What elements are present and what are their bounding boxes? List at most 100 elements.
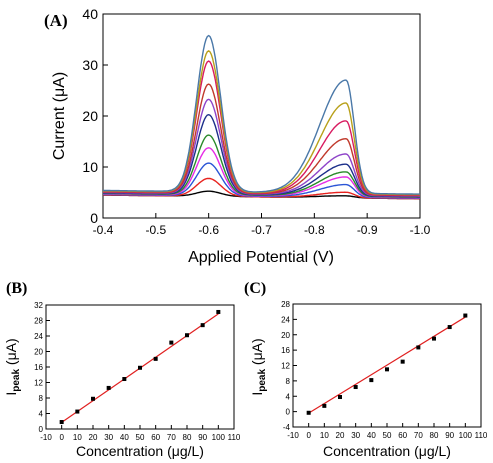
panel-c-data-point xyxy=(322,403,327,408)
panel-c: (C) -10 0 10 20 30 40 50 60 70 80 90 100 110 -4 0 4 8 12 1… xyxy=(244,280,488,459)
panel-b-y-axis-unit: (μA) xyxy=(3,338,19,369)
panel-c-x-axis-title: Concentration (μg/L) xyxy=(323,443,451,459)
panel-a-series-line-5 xyxy=(103,134,420,198)
panel-b-data-point xyxy=(106,385,111,390)
panel-c-content: -10 0 10 20 30 40 50 60 70 80 90 100 110 -4 0 4 8 12 16 20 2… xyxy=(281,300,488,440)
panel-a-x-tick-label: -1.0 xyxy=(410,223,431,237)
panel-c-x-tick-label: 60 xyxy=(398,431,407,440)
panel-a-x-tick-label: -0.4 xyxy=(93,223,114,237)
panel-a-y-tick-label: 30 xyxy=(82,57,98,73)
panel-c-x-tick-label: 40 xyxy=(367,431,376,440)
panel-c-x-tick-label: 110 xyxy=(475,431,488,440)
panel-b-x-tick-label: 20 xyxy=(89,433,98,442)
panel-c-data-point xyxy=(385,367,389,372)
panel-c-data-point xyxy=(306,410,311,415)
panel-b-x-tick-label: 90 xyxy=(198,433,207,442)
panel-c-data-point xyxy=(447,325,452,330)
panel-b-data-point xyxy=(200,323,205,328)
panel-c-y-axis-main: I xyxy=(249,392,265,396)
panel-b-data-point xyxy=(122,377,127,382)
panel-b-y-tick-label: 0 xyxy=(39,425,44,434)
panel-b-x-tick-label: 60 xyxy=(151,433,160,442)
panel-b: (B) -10 0 10 20 30 40 50 60 70 80 90 100 11004812162… xyxy=(3,280,241,459)
panel-c-y-tick-label: 0 xyxy=(286,408,291,417)
panel-b-x-tick-label: 50 xyxy=(136,433,145,442)
panel-a-x-tick-label: -0.7 xyxy=(251,223,272,237)
panel-a-y-axis-title: Current (μA) xyxy=(51,72,68,160)
panel-b-y-tick-label: 20 xyxy=(34,348,43,357)
panel-c-data-point xyxy=(416,345,421,350)
panel-c-x-tick-label: 50 xyxy=(383,431,392,440)
panel-b-content: -10 0 10 20 30 40 50 60 70 80 90 100 110048121620242… xyxy=(34,301,241,442)
panel-c-data-point xyxy=(432,336,436,341)
panel-c-label: (C) xyxy=(244,280,266,297)
panel-b-x-tick-label: 100 xyxy=(212,433,226,442)
panel-c-x-tick-label: 20 xyxy=(336,431,345,440)
panel-a-curves xyxy=(102,34,421,200)
panel-c-y-axis-sub: peak xyxy=(257,369,268,392)
panel-b-label: (B) xyxy=(6,280,27,297)
panel-a-y-tick-label: 40 xyxy=(82,6,98,22)
panel-a-x-tick-label: -0.8 xyxy=(304,223,325,237)
panel-a-series-line-6 xyxy=(103,113,420,198)
panel-a-series-line-9 xyxy=(103,60,421,196)
panel-a: (A) -0.4 -0.5 -0.6 -0.7 -0.8 -0.9 -1.0 0 10 20 30… xyxy=(44,6,431,266)
panel-c-x-tick-label: -10 xyxy=(287,431,299,440)
panel-b-y-tick-label: 16 xyxy=(34,363,43,372)
panel-a-y-tick-label: 0 xyxy=(90,210,98,226)
panel-c-y-tick-label: 12 xyxy=(281,362,290,371)
panel-c-x-tick-label: 30 xyxy=(351,431,360,440)
panel-c-x-tick-label: 10 xyxy=(320,431,329,440)
panel-b-y-axis-main: I xyxy=(3,392,19,396)
panel-b-data-point xyxy=(75,409,80,414)
panel-b-x-tick-label: 110 xyxy=(228,433,241,442)
panel-a-series-line-4 xyxy=(103,147,420,199)
panel-c-fit-line xyxy=(308,316,466,414)
panel-b-y-tick-label: 4 xyxy=(39,410,44,419)
panel-b-x-tick-label: 40 xyxy=(120,433,129,442)
panel-b-y-tick-label: 28 xyxy=(34,317,43,326)
panel-c-x-tick-label: 100 xyxy=(459,431,473,440)
panel-a-y-tick-label: 10 xyxy=(82,159,98,175)
panel-b-x-tick-label: 10 xyxy=(73,433,82,442)
panel-c-y-tick-label: 8 xyxy=(286,377,291,386)
panel-c-data-point xyxy=(353,385,358,390)
panel-c-y-tick-label: -4 xyxy=(283,423,291,432)
panel-b-y-axis-title: Ipeak (μA) xyxy=(3,338,22,395)
panel-b-y-tick-label: 8 xyxy=(39,394,44,403)
panel-b-y-tick-label: 12 xyxy=(34,379,43,388)
panel-b-data-point xyxy=(153,356,158,361)
panel-b-data-point xyxy=(138,365,142,370)
panel-a-series-line-7 xyxy=(103,98,420,197)
panel-c-y-tick-label: 4 xyxy=(286,392,291,401)
panel-b-y-axis-sub: peak xyxy=(11,369,22,392)
panel-a-x-ticks: -0.4 -0.5 -0.6 -0.7 -0.8 -0.9 -1.0 xyxy=(93,213,431,237)
panel-c-y-axis-title: Ipeak (μA) xyxy=(249,338,268,395)
panel-c-data-point xyxy=(463,313,468,318)
panel-a-x-tick-label: -0.9 xyxy=(357,223,378,237)
panel-a-plot-frame xyxy=(102,13,421,219)
panel-b-y-tick-label: 32 xyxy=(34,301,43,310)
panel-b-x-tick-label: 80 xyxy=(183,433,192,442)
panel-c-data-point xyxy=(338,395,342,400)
panel-c-x-tick-label: 0 xyxy=(306,431,311,440)
panel-c-x-tick-label: 90 xyxy=(445,431,454,440)
panel-a-y-tick-label: 20 xyxy=(82,108,98,124)
panel-c-data-point xyxy=(369,378,374,383)
panel-b-x-tick-label: 30 xyxy=(104,433,113,442)
panel-a-x-tick-label: -0.5 xyxy=(145,223,166,237)
panel-b-y-tick-label: 24 xyxy=(34,332,43,341)
panel-b-data-point xyxy=(169,340,174,345)
panel-b-data-point xyxy=(91,396,95,401)
panel-a-series-line-10 xyxy=(103,50,420,196)
panel-c-y-tick-label: 24 xyxy=(281,315,290,324)
panel-a-series-line-11 xyxy=(103,34,420,195)
panel-b-data-point xyxy=(216,309,221,314)
panel-b-x-tick-label: 70 xyxy=(167,433,176,442)
panel-c-x-tick-label: 80 xyxy=(430,431,439,440)
panel-c-x-tick-label: 70 xyxy=(414,431,423,440)
panel-a-label: (A) xyxy=(44,11,68,30)
panel-b-data-point xyxy=(185,333,189,338)
panel-c-y-tick-label: 28 xyxy=(281,300,290,309)
